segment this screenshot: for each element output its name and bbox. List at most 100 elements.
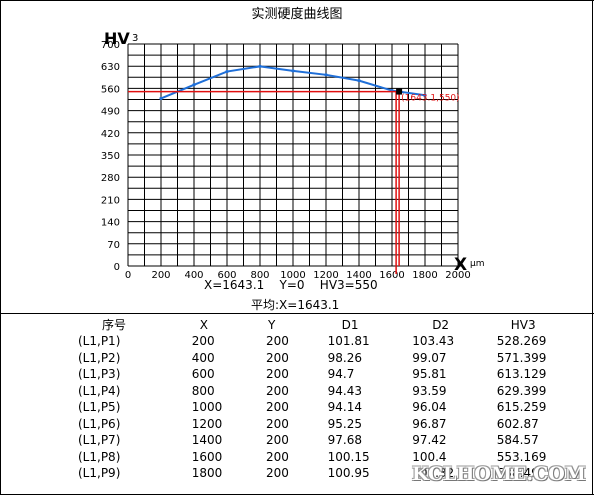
table-cell: 528.269 <box>496 334 547 349</box>
table-cell: 553.169 <box>496 449 547 464</box>
table-cell: 200 <box>265 416 289 431</box>
table-cell: 1200 <box>191 416 223 431</box>
table-row: (L1,P2) 400 200 98.26 99.07 571.399 <box>78 350 594 367</box>
data-point <box>357 79 361 83</box>
table-cell: (L1,P9) <box>78 466 121 481</box>
data-point <box>324 73 328 77</box>
y-tick-label: 280 <box>101 173 120 184</box>
table-cell: 613.129 <box>496 367 547 382</box>
table-cell: 102.32 <box>412 466 455 481</box>
column-header: HV3 <box>510 317 536 332</box>
y-tick-label: 630 <box>101 62 120 73</box>
marker-label: (1643.1,550) <box>401 94 460 104</box>
table-cell: 103.43 <box>412 334 455 349</box>
frame-bottom-border <box>0 494 594 495</box>
table-cell: 571.399 <box>496 350 547 365</box>
table-cell: 629.399 <box>496 383 547 398</box>
x-tick-label: 1600 <box>379 270 404 281</box>
table-cell: 98.26 <box>327 350 362 365</box>
table-cell: 100.4 <box>412 449 447 464</box>
hardness-chart: 0 200 400 600 800 1000 1200 1400 1600 1800 2000 0 70… <box>101 29 485 281</box>
section-divider <box>0 313 594 314</box>
table-header-row: 序号 X Y D1 D2 HV3 <box>78 316 594 333</box>
y-tick-label: 350 <box>101 151 120 162</box>
site-watermark: KCLHOME.COM <box>412 463 586 485</box>
table-cell: 200 <box>265 433 289 448</box>
table-cell: (L1,P8) <box>78 449 121 464</box>
data-point <box>225 69 229 74</box>
table-cell: 95.81 <box>412 367 447 382</box>
x-tick-label: 1000 <box>280 270 305 281</box>
table-cell: 200 <box>265 466 289 481</box>
data-point <box>291 69 295 73</box>
table-cell: 101.81 <box>327 334 370 349</box>
table-row: (L1,P6) 1200 200 95.25 96.87 602.87 <box>78 416 594 433</box>
column-header: 序号 <box>102 318 127 332</box>
x-tick-label: 800 <box>250 270 269 281</box>
y-tick-label: 560 <box>101 84 120 95</box>
table-cell: 94.14 <box>327 400 362 415</box>
table-cell: 538.49 <box>496 466 539 481</box>
y-axis-label: HV <box>104 29 130 48</box>
table-cell: 200 <box>265 334 289 349</box>
table-cell: 97.42 <box>412 433 447 448</box>
table-cell: 200 <box>265 449 289 464</box>
table-cell: (L1,P1) <box>78 334 121 349</box>
measurement-table: 序号 X Y D1 D2 HV3 (L1,P1) 200 200 101.81 103.… <box>78 316 594 482</box>
table-cell: 95.25 <box>327 416 362 431</box>
y-tick-label: 210 <box>101 195 120 206</box>
table-cell: 97.68 <box>327 433 362 448</box>
table-cell: (L1,P4) <box>78 383 121 398</box>
table-cell: 584.57 <box>496 433 539 448</box>
table-row: (L1,P5) 1000 200 94.14 96.04 615.259 <box>78 399 594 416</box>
table-row: (L1,P7) 1400 200 97.68 97.42 584.57 <box>78 432 594 449</box>
data-point <box>423 93 427 97</box>
column-header: Y <box>267 317 276 332</box>
table-cell: 93.59 <box>412 383 447 398</box>
table-cell: 800 <box>191 383 215 398</box>
x-tick-label: 1400 <box>346 270 371 281</box>
chart-title: 实测硬度曲线图 <box>251 7 343 22</box>
column-header: D1 <box>341 317 359 332</box>
table-cell: 94.43 <box>327 383 362 398</box>
x-axis-unit: μm <box>470 259 485 269</box>
x-tick-label: 2000 <box>445 270 470 281</box>
table-cell: 99.07 <box>412 350 447 365</box>
table-cell: 200 <box>191 334 215 349</box>
table-cell: (L1,P6) <box>78 416 121 431</box>
y-tick-label: 70 <box>107 240 120 251</box>
frame-left-border <box>0 0 1 495</box>
data-point <box>159 96 163 101</box>
x-tick-label: 200 <box>151 270 170 281</box>
table-cell: (L1,P7) <box>78 433 121 448</box>
y-tick-label: 0 <box>114 262 120 273</box>
table-cell: 200 <box>265 350 289 365</box>
table-cell: 100.15 <box>327 449 370 464</box>
table-row: (L1,P9) 1800 200 100.95 102.32 538.49 <box>78 465 594 482</box>
cursor-readout: X=1643.1 Y=0 HV3=550 <box>204 278 378 292</box>
x-tick-label: 1800 <box>412 270 437 281</box>
y-tick-label: 490 <box>101 107 120 118</box>
table-cell: 600 <box>191 367 215 382</box>
table-cell: 615.259 <box>496 400 547 415</box>
table-cell: 96.04 <box>412 400 447 415</box>
table-cell: (L1,P3) <box>78 367 121 382</box>
marker-point <box>396 88 403 95</box>
data-point <box>258 64 262 68</box>
table-cell: 1000 <box>191 400 223 415</box>
x-axis-marker: X <box>454 255 467 275</box>
table-cell: (L1,P2) <box>78 350 121 365</box>
x-tick-label: 600 <box>217 270 236 281</box>
y-tick-label: 700 <box>101 40 120 51</box>
y-tick-label: 420 <box>101 129 120 140</box>
table-cell: 94.7 <box>327 367 355 382</box>
x-tick-label: 400 <box>184 270 203 281</box>
table-cell: 200 <box>265 383 289 398</box>
frame-top-border <box>0 0 594 1</box>
table-cell: 1800 <box>191 466 223 481</box>
x-tick-label: 0 <box>125 270 131 281</box>
table-row: (L1,P1) 200 200 101.81 103.43 528.269 <box>78 333 594 350</box>
table-row: (L1,P8) 1600 200 100.15 100.4 553.169 <box>78 449 594 466</box>
table-cell: 200 <box>265 400 289 415</box>
